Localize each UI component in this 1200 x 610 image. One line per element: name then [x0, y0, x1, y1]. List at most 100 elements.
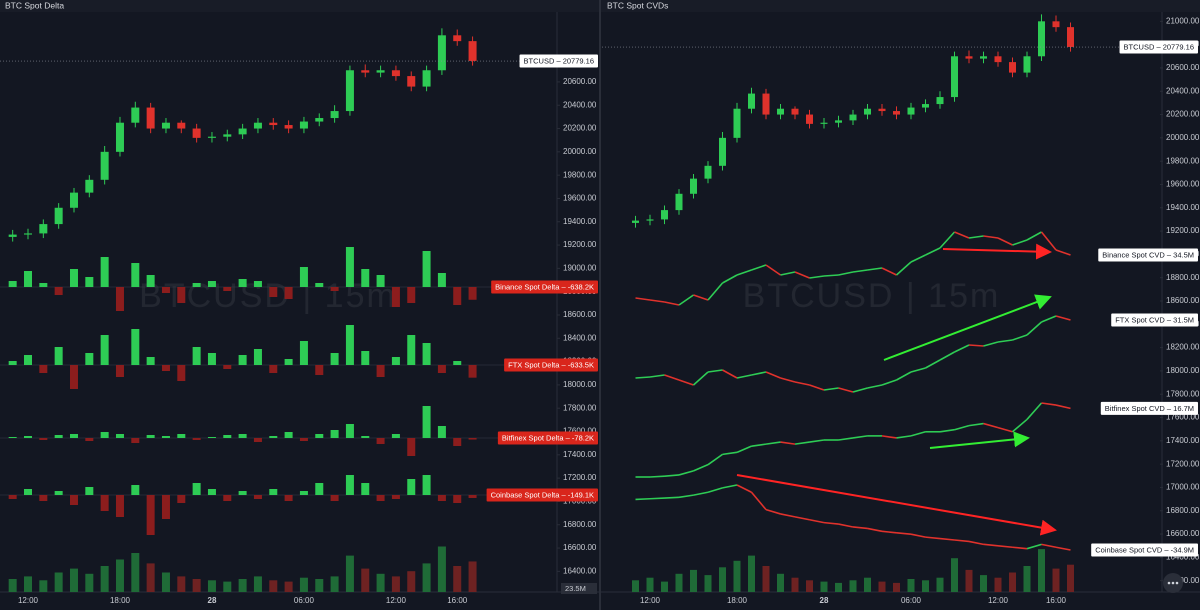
more-dot: [1167, 581, 1171, 585]
cvd-segment: [794, 441, 810, 445]
trend-arrow: [736, 474, 1057, 536]
panel-title: BTC Spot CVDs: [607, 0, 668, 10]
delta-bar: [161, 436, 170, 438]
candle-body: [1052, 21, 1060, 28]
volume-bar: [299, 577, 308, 592]
candle-body: [299, 121, 308, 129]
delta-bar: [207, 353, 216, 365]
cvd-segment: [751, 264, 767, 271]
candle-body: [864, 108, 871, 115]
cvd-segment: [707, 282, 724, 301]
x-tick-label: 06:00: [294, 596, 315, 605]
cvd-segment: [895, 261, 912, 276]
y-tick-label: 17600.00: [563, 427, 597, 436]
delta-bar: [24, 436, 32, 438]
candle-body: [719, 137, 726, 166]
delta-bar: [131, 263, 140, 287]
y-tick-label: 16600.00: [563, 543, 597, 552]
delta-bar: [253, 438, 262, 442]
y-tick-label: 18200.00: [1166, 343, 1200, 352]
y-tick-label: 18600.00: [563, 310, 597, 319]
tag-layer: 23.5M BTCUSD – 20779.16 Binance Spot Delta…: [486, 40, 1198, 594]
delta-bar: [284, 359, 293, 365]
delta-bar: [223, 365, 232, 369]
volume-bar: [994, 577, 1002, 592]
cvd-segment: [823, 274, 839, 277]
candle-body: [762, 93, 770, 115]
cvd-segment: [881, 267, 897, 276]
value-tag-bg: [504, 358, 598, 372]
delta-bar: [453, 495, 462, 503]
cvd-segment: [983, 543, 999, 547]
delta-bar: [299, 491, 308, 495]
volume-bar: [69, 568, 78, 592]
volume-bar: [646, 577, 654, 592]
candle-body: [704, 165, 712, 179]
candle-body: [207, 136, 216, 138]
volume-bar: [85, 573, 94, 592]
delta-bar: [407, 287, 416, 303]
candle-body: [24, 233, 32, 235]
volume-bar: [820, 581, 828, 592]
more-button[interactable]: [1163, 573, 1183, 593]
candle-body: [161, 122, 170, 129]
delta-bar: [85, 438, 94, 441]
cvd-segment: [823, 387, 839, 391]
delta-bar: [192, 483, 201, 495]
volume-bar: [936, 577, 944, 592]
y-tick-label: 20400.00: [1166, 86, 1200, 95]
y-tick-label: 20600.00: [563, 77, 597, 86]
value-tag: Binance Spot CVD – 34.5M: [1102, 250, 1194, 259]
value-tag: Coinbase Spot CVD – -34.9M: [1095, 545, 1194, 554]
cvd-segment: [1011, 418, 1028, 433]
candle-body: [468, 41, 477, 61]
volume-bar: [453, 566, 462, 592]
cvd-segment: [692, 371, 709, 386]
cvd-segment: [693, 491, 709, 496]
cvd-segment: [1012, 546, 1028, 550]
volume-bar: [1009, 572, 1016, 592]
delta-bar: [69, 495, 78, 505]
delta-bar: [361, 436, 370, 438]
cvd-segment: [678, 494, 694, 499]
volume-bar: [54, 572, 63, 592]
delta-bar: [177, 287, 186, 303]
candle-body: [806, 114, 813, 124]
more-dot: [1175, 581, 1179, 585]
y-tick-label: 18000.00: [1166, 366, 1200, 375]
delta-bar: [115, 287, 124, 311]
value-tag-bg: [1091, 543, 1198, 557]
y-tick-label: 18800.00: [1166, 273, 1200, 282]
delta-bar: [69, 269, 78, 287]
delta-bar: [315, 365, 324, 375]
cvd-segment: [765, 508, 781, 515]
delta-bar: [284, 287, 293, 299]
candle-body: [777, 108, 784, 115]
cvd-segment: [693, 463, 709, 472]
delta-bar: [39, 283, 48, 287]
delta-bar: [284, 495, 293, 501]
y-tick-label: 20000.00: [1166, 133, 1200, 142]
delta-bar: [238, 491, 247, 495]
candle-body: [315, 118, 324, 122]
volume-bar: [146, 563, 155, 592]
delta-bar: [238, 279, 247, 287]
volume-bar: [161, 572, 170, 592]
candle-body: [951, 56, 958, 98]
cvd-segment: [1040, 231, 1057, 251]
delta-bar: [422, 475, 431, 495]
candle-body: [345, 70, 354, 112]
delta-bar: [407, 438, 416, 456]
cvd-segment: [765, 371, 781, 379]
cvd-segment: [881, 379, 897, 386]
cvd-segment: [968, 540, 984, 546]
volume-bar: [1023, 566, 1031, 592]
delta-bar: [24, 271, 32, 287]
cvd-segment: [722, 484, 738, 489]
value-tag: BTCUSD – 20779.16: [524, 57, 594, 66]
x-tick-label: 16:00: [1046, 596, 1067, 605]
delta-bar: [115, 365, 124, 377]
cvd-segment: [954, 424, 970, 431]
